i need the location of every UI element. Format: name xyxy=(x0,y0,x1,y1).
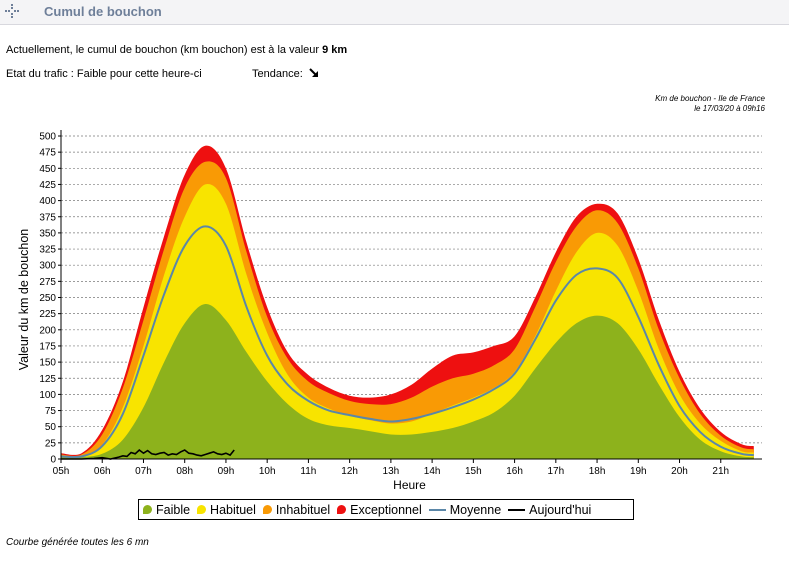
legend-label-aujourdhui: Aujourd'hui xyxy=(529,502,592,517)
x-tick-label: 10h xyxy=(259,466,276,477)
legend-item-moyenne: Moyenne xyxy=(428,502,502,517)
y-axis-title: Valeur du km de bouchon xyxy=(17,229,31,371)
x-tick-label: 16h xyxy=(506,466,523,477)
x-tick-label: 19h xyxy=(630,466,647,477)
legend-label-faible: Faible xyxy=(156,502,191,517)
x-tick-label: 14h xyxy=(424,466,441,477)
x-tick-label: 07h xyxy=(135,466,152,477)
trend-label: Tendance: xyxy=(252,68,303,80)
y-tick-label: 325 xyxy=(39,245,56,256)
x-tick-label: 21h xyxy=(712,466,729,477)
x-tick-label: 11h xyxy=(300,466,316,477)
x-tick-label: 09h xyxy=(218,466,235,477)
legend-swatch-exceptionnel xyxy=(337,505,347,514)
stamp-line-2: le 17/03/20 à 09h16 xyxy=(694,104,765,113)
panel-title: Cumul de bouchon xyxy=(44,4,162,19)
x-tick-label: 06h xyxy=(94,466,111,477)
traffic-chart: 0 25 50 75 100 125 150 175 200 225 250 275 300 325 350… xyxy=(17,130,762,492)
legend-item-faible: Faible xyxy=(143,503,190,517)
y-tick-label: 175 xyxy=(39,341,56,352)
trend-indicator: Tendance: xyxy=(252,68,320,80)
y-tick-label: 75 xyxy=(45,406,57,417)
y-tick-label: 375 xyxy=(39,212,56,223)
y-tick-label: 150 xyxy=(39,358,56,369)
legend-swatch-inhabituel xyxy=(262,505,272,514)
y-tick-label: 250 xyxy=(39,293,56,304)
current-value-text: Actuellement, le cumul de bouchon (km bo… xyxy=(6,44,347,56)
chart-legend: Faible Habituel Inhabituel Exceptionnel Moye… xyxy=(138,499,634,520)
legend-item-inhabituel: Inhabituel xyxy=(262,502,331,517)
legend-swatch-habituel xyxy=(197,505,207,514)
x-tick-label: 17h xyxy=(547,466,564,477)
x-tick-label: 12h xyxy=(341,466,358,477)
legend-item-aujourdhui: Aujourd'hui xyxy=(508,503,591,517)
y-tick-label: 225 xyxy=(39,309,56,320)
series-moyenne xyxy=(60,225,754,459)
y-tick-label: 200 xyxy=(39,325,56,336)
legend-item-exceptionnel: Exceptionnel xyxy=(337,503,422,517)
traffic-state-text: Etat du trafic : Faible pour cette heure… xyxy=(6,68,202,80)
panel-header: Cumul de bouchon xyxy=(0,0,789,25)
y-tick-label: 425 xyxy=(39,180,56,191)
stamp-line-1: Km de bouchon - Ile de France xyxy=(655,94,765,103)
y-tick-label: 400 xyxy=(39,196,56,207)
legend-swatch-aujourdhui xyxy=(508,508,526,511)
move-icon[interactable] xyxy=(4,3,20,19)
area-faible xyxy=(61,303,754,459)
legend-label-moyenne: Moyenne xyxy=(449,502,502,517)
y-tick-label: 100 xyxy=(39,390,56,401)
chart-stamp: Km de bouchon - Ile de France le 17/03/2… xyxy=(655,94,765,114)
x-tick-label: 15h xyxy=(465,466,482,477)
y-tick-label: 500 xyxy=(39,132,56,143)
x-tick-label: 18h xyxy=(589,466,606,477)
x-tick-label: 20h xyxy=(671,466,688,477)
y-tick-label: 125 xyxy=(39,374,56,385)
x-tick-label: 05h xyxy=(53,466,70,477)
y-tick-label: 300 xyxy=(39,261,56,272)
x-axis-title: Heure xyxy=(393,478,426,492)
current-value-prefix: Actuellement, le cumul de bouchon (km bo… xyxy=(6,44,323,56)
legend-label-habituel: Habituel xyxy=(210,502,256,517)
y-tick-label: 25 xyxy=(45,438,57,449)
y-tick-label: 350 xyxy=(39,228,56,239)
y-tick-label: 275 xyxy=(39,277,56,288)
x-tick-label: 13h xyxy=(383,466,400,477)
y-tick-label: 475 xyxy=(39,148,56,159)
generation-note: Courbe générée toutes les 6 mn xyxy=(6,537,149,548)
legend-label-exceptionnel: Exceptionnel xyxy=(350,502,422,517)
legend-swatch-faible xyxy=(143,505,152,514)
y-tick-label: 450 xyxy=(39,164,56,175)
arrow-down-right-icon xyxy=(309,68,318,77)
legend-swatch-moyenne xyxy=(428,508,446,511)
series-aujourdhui xyxy=(61,448,235,460)
x-tick-label: 08h xyxy=(176,466,193,477)
legend-label-inhabituel: Inhabituel xyxy=(275,502,331,517)
y-tick-label: 0 xyxy=(50,455,56,466)
current-value: 9 km xyxy=(322,44,348,56)
y-tick-label: 50 xyxy=(45,422,57,433)
legend-item-habituel: Habituel xyxy=(197,503,256,517)
